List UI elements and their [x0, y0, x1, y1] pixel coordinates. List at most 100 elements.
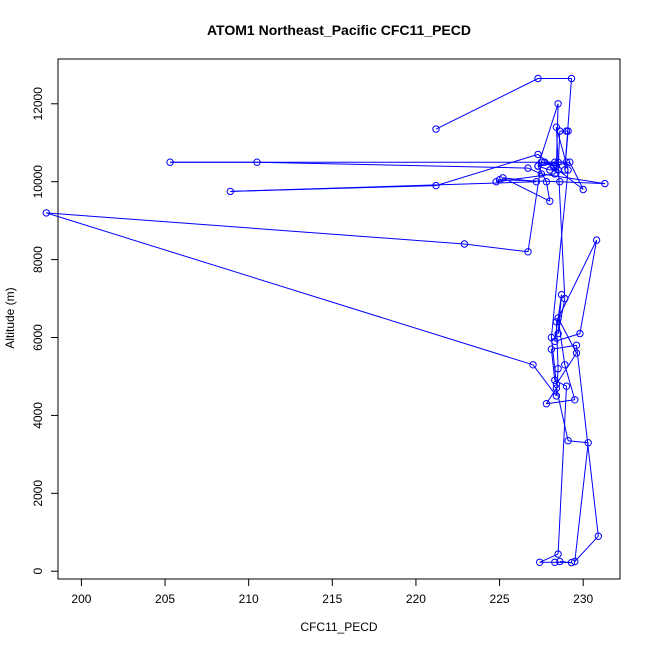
- data-point: [551, 158, 559, 166]
- data-point: [592, 236, 601, 244]
- data-point: [567, 558, 576, 567]
- data-point: [562, 158, 571, 166]
- data-point: [571, 557, 579, 566]
- data-point: [534, 74, 542, 83]
- series-line-segment: [550, 169, 569, 338]
- series-line-segment: [555, 352, 577, 385]
- data-point: [524, 164, 532, 172]
- x-axis: 200 205 210 215 220 225 230: [71, 578, 594, 606]
- series-line-segment: [527, 162, 542, 252]
- x-axis-label: CFC11_PECD: [300, 620, 377, 634]
- data-point: [554, 100, 562, 108]
- series-line-segment: [532, 364, 557, 397]
- series-line-segment: [557, 298, 566, 334]
- series-line-segment: [550, 337, 557, 385]
- data-point: [534, 162, 542, 170]
- data-point: [557, 291, 566, 299]
- data-point: [547, 345, 556, 353]
- series-line-segment: [502, 177, 551, 202]
- series-line-segment: [564, 364, 576, 400]
- y-tick-label: 8000: [31, 246, 45, 273]
- data-point: [552, 318, 561, 326]
- series-line-segment: [574, 535, 599, 562]
- series-line-segment: [554, 333, 581, 342]
- series-line-segment: [550, 349, 556, 381]
- series-line-segment: [555, 239, 598, 323]
- series-line-segment: [435, 78, 539, 130]
- plot-frame: [57, 58, 621, 580]
- series-line-segment: [546, 399, 575, 405]
- data-series: [42, 74, 609, 567]
- data-point: [432, 181, 440, 190]
- series-line-segment: [569, 161, 584, 190]
- y-tick-label: 6000: [31, 324, 45, 351]
- data-point: [554, 550, 562, 558]
- x-tick-label: 225: [490, 592, 510, 606]
- data-point: [542, 400, 551, 408]
- data-point: [564, 166, 572, 174]
- series-line-segment: [555, 103, 559, 167]
- y-axis: 0 2000 4000 6000 8000 10000 12000: [31, 87, 59, 575]
- x-tick-label: 215: [322, 592, 342, 606]
- series-line-segment: [555, 321, 559, 369]
- data-point: [524, 248, 532, 256]
- data-point: [562, 382, 571, 390]
- series-line-segment: [256, 161, 529, 169]
- data-point: [594, 532, 602, 540]
- data-point: [561, 361, 569, 369]
- y-axis-label: Altitude (m): [3, 287, 17, 348]
- data-point: [564, 437, 572, 445]
- series-line-segment: [537, 165, 550, 171]
- series-line-segment: [564, 78, 572, 171]
- data-point: [554, 314, 562, 322]
- series-line-segment: [537, 103, 559, 167]
- data-point: [529, 361, 537, 369]
- x-tick-label: 210: [239, 592, 259, 606]
- data-point: [537, 170, 546, 178]
- data-point: [556, 178, 564, 186]
- data-point: [253, 158, 261, 166]
- y-tick-label: 10000: [31, 165, 45, 199]
- data-point: [564, 127, 572, 135]
- series-line-segment: [574, 442, 589, 562]
- series-line-segment: [464, 243, 529, 253]
- series-line-segment: [579, 240, 598, 334]
- data-point: [561, 166, 569, 174]
- data-point: [551, 376, 559, 384]
- data-point: [552, 384, 561, 392]
- data-point: [546, 197, 554, 205]
- data-point: [532, 178, 541, 186]
- data-point: [551, 558, 559, 566]
- data-point: [552, 162, 561, 170]
- data-point: [567, 74, 576, 83]
- data-point: [552, 380, 561, 388]
- data-point: [541, 158, 549, 166]
- data-point: [551, 337, 559, 346]
- x-tick-label: 200: [71, 592, 91, 606]
- data-point: [579, 185, 587, 194]
- data-point: [584, 439, 592, 447]
- data-point: [576, 329, 584, 338]
- series-line-segment: [46, 212, 534, 366]
- series-line-segment: [555, 127, 566, 299]
- data-point: [226, 187, 235, 196]
- y-tick-label: 12000: [31, 87, 45, 121]
- y-tick-label: 0: [31, 568, 45, 575]
- data-point: [601, 179, 609, 188]
- data-point: [572, 349, 581, 357]
- series-line-segment: [230, 181, 537, 192]
- series-line-segment: [576, 345, 599, 537]
- x-tick-label: 220: [406, 592, 426, 606]
- series-line-segment: [527, 167, 542, 175]
- data-point: [552, 392, 561, 400]
- series-line-segment: [555, 387, 569, 441]
- data-point: [495, 176, 504, 184]
- data-point: [460, 240, 469, 248]
- data-point: [554, 365, 562, 373]
- series-line-segment: [559, 181, 605, 185]
- data-point: [42, 209, 50, 217]
- series-line-segment: [46, 212, 465, 245]
- data-point: [556, 557, 564, 566]
- data-point: [546, 166, 554, 174]
